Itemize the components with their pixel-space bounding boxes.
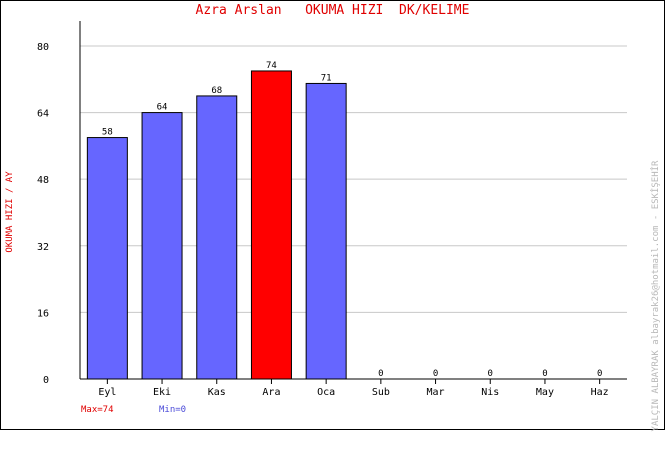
data-label: 0 [488, 369, 493, 379]
bar [196, 95, 238, 380]
data-label: 0 [542, 369, 547, 379]
x-tick-label: Kas [208, 387, 226, 398]
x-tick-label: Haz [591, 387, 609, 398]
bar [250, 70, 292, 380]
y-tick-label: 16 [37, 308, 49, 319]
y-tick-label: 64 [37, 109, 49, 120]
bar-chart-plot: 0 16 32 48 64 80 58 Eyl 64 Eki 68 Kas 74 Ara 71 Oca 0 Sub… [37, 21, 627, 398]
y-tick-label: 32 [37, 242, 49, 253]
x-tick-label: Sub [372, 387, 390, 398]
student-name: Azra Arslan [195, 3, 282, 18]
max-label: Max=74 [81, 405, 114, 415]
data-label: 71 [321, 73, 332, 83]
x-tick-label: May [536, 387, 554, 398]
min-label: Min=0 [159, 405, 187, 415]
y-tick-label: 0 [43, 375, 49, 386]
x-tick-label: Eki [153, 387, 171, 398]
bar [86, 137, 128, 380]
chart-frame: Azra Arslan OKUMA HIZI DK/KELIME OKUMA H… [0, 0, 665, 431]
chart-title: Azra Arslan OKUMA HIZI DK/KELIME [1, 3, 664, 18]
data-label: 58 [102, 128, 113, 138]
data-label: 74 [266, 61, 277, 71]
x-tick-label: Eyl [98, 387, 116, 398]
x-tick-label: Nis [481, 387, 499, 398]
data-label: 0 [433, 369, 438, 379]
x-tick-label: Oca [317, 387, 335, 398]
data-label: 64 [157, 103, 168, 113]
metric-title: OKUMA HIZI DK/KELIME [305, 3, 470, 18]
x-tick-label: Mar [427, 387, 445, 398]
data-label: 68 [211, 86, 222, 96]
bar [141, 112, 183, 380]
bar [305, 82, 347, 380]
x-tick-label: Ara [262, 387, 280, 398]
data-label: 0 [597, 369, 602, 379]
y-tick-label: 48 [37, 175, 49, 186]
y-tick-label: 80 [37, 42, 49, 53]
data-label: 0 [378, 369, 383, 379]
